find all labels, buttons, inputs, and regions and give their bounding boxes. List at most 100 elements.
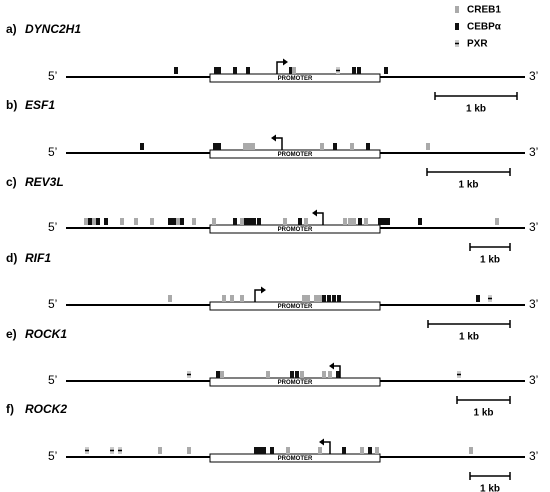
cebp-site [214,67,218,74]
panel-label: a) [6,22,17,36]
cebp-site [233,67,237,74]
cebp-site [216,371,220,378]
tss-arrow [254,289,263,302]
cebp-site [289,67,293,74]
five-prime: 5’ [48,69,57,83]
legend-label: CREB1 [467,5,501,16]
creb-site [168,295,172,302]
scale-bar [469,472,511,480]
three-prime: 3’ [529,449,538,463]
creb-site [314,295,318,302]
promoter-box [209,301,381,311]
creb-site [192,218,196,225]
cebp-site [217,143,221,150]
creb-site [292,67,296,74]
creb-site [364,218,368,225]
gene-name: RIF1 [25,251,51,265]
three-prime: 3’ [529,69,538,83]
gene-name: ESF1 [25,98,55,112]
promoter-label: PROMOTER [278,227,313,233]
three-prime: 3’ [529,373,538,387]
creb-site [302,295,306,302]
cebp-site [88,218,92,225]
tss-arrowhead [312,209,317,217]
legend-label: CEBPα [467,22,502,33]
creb-site [251,143,255,150]
creb-site [348,218,352,225]
scale-bar [456,396,511,404]
cebp-site [217,67,221,74]
panel-label: f) [6,402,14,416]
five-prime: 5’ [48,449,57,463]
creb-site [230,295,234,302]
scale-bar [427,320,511,328]
cebp-site [254,447,258,454]
cebp-site [386,218,390,225]
creb-site [247,143,251,150]
creb-site [322,371,326,378]
tss-arrowhead [283,58,288,66]
cebp-site [262,447,266,454]
cebp-site [298,218,302,225]
cebp-site [337,295,341,302]
creb-site [300,371,304,378]
creb-site [240,295,244,302]
cebp-site [252,218,256,225]
cebp-site [358,218,362,225]
scale-bar [469,243,511,251]
five-prime: 5’ [48,145,57,159]
creb-site [158,447,162,454]
three-prime: 3’ [529,145,538,159]
panel-label: c) [6,175,17,189]
cebp-site [368,447,372,454]
cebp-site [246,67,250,74]
gene-name: REV3L [25,175,64,189]
cebp-site [366,143,370,150]
creb-site [187,447,191,454]
scale-bar [434,92,518,100]
cebp-site [327,295,331,302]
tss-arrow [315,212,324,225]
cebp-site [476,295,480,302]
tss-arrowhead [261,286,266,294]
creb-site [134,218,138,225]
cebp-site [174,67,178,74]
cebp-site [418,218,422,225]
creb-site [469,447,473,454]
cebp-site [322,295,326,302]
creb-site [318,447,322,454]
creb-site [375,447,379,454]
promoter-box [209,453,381,463]
tss-arrowhead [329,362,334,370]
tss-arrowhead [271,134,276,142]
creb-site [243,143,247,150]
cebp-site [352,67,356,74]
creb-site [176,218,180,225]
creb-site [343,218,347,225]
promoter-box [209,149,381,159]
panel-label: d) [6,251,17,265]
panel-label: e) [6,327,17,341]
creb-site [360,447,364,454]
creb-site [212,218,216,225]
cebp-site [270,447,274,454]
promoter-box [209,224,381,234]
scale-bar [426,168,511,176]
creb-site [426,143,430,150]
cebp-site [332,295,336,302]
creb-site [84,218,88,225]
cebp-site [213,143,217,150]
cebp-site [357,67,361,74]
tss-arrowhead [319,438,324,446]
promoter-label: PROMOTER [278,152,313,158]
gene-name: DYNC2H1 [25,22,81,36]
creb-site [304,218,308,225]
cebp-site [140,143,144,150]
cebp-site [168,218,172,225]
gene-name: ROCK1 [25,327,67,341]
cebp-site [248,218,252,225]
creb-site [328,371,332,378]
panel-label: b) [6,98,17,112]
creb-site [283,218,287,225]
